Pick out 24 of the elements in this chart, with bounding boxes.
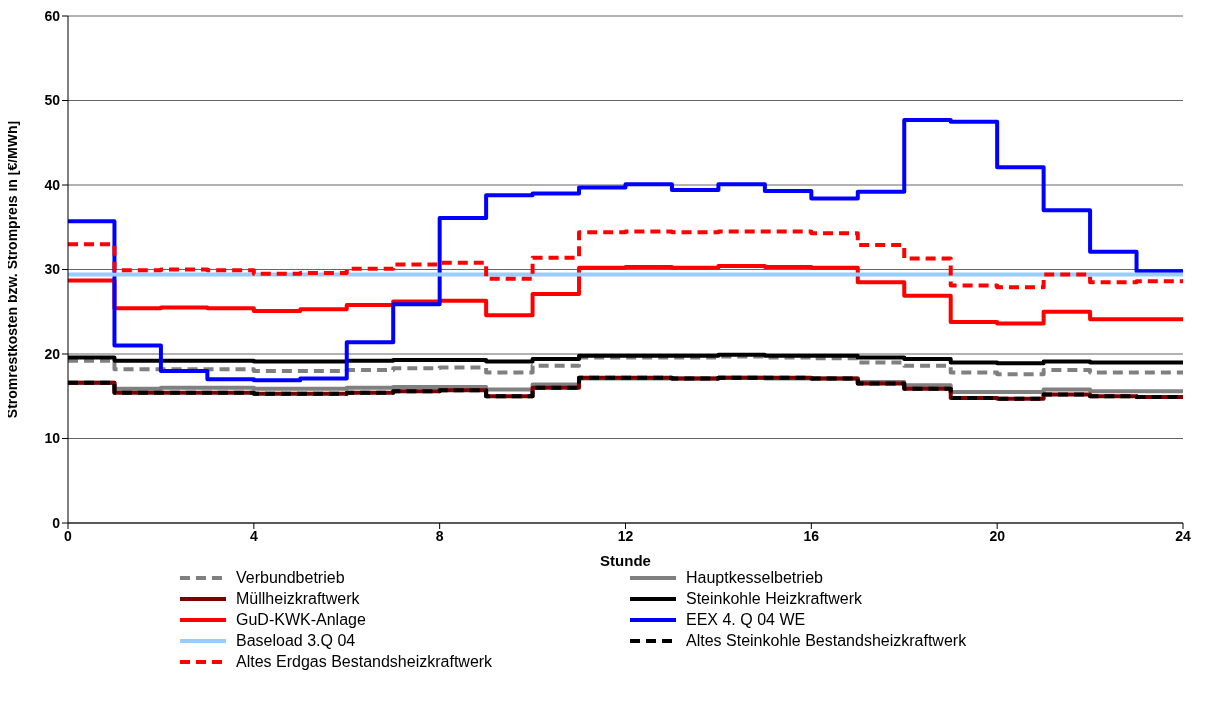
legend-label: Altes Erdgas Bestandsheizkraftwerk [236, 653, 493, 671]
y-tick-label: 10 [44, 430, 61, 447]
y-tick-label: 40 [44, 176, 61, 193]
x-tick-label: 0 [64, 527, 73, 544]
legend-label: EEX 4. Q 04 WE [686, 611, 806, 629]
y-tick-label: 50 [44, 92, 61, 109]
legend-label: Hauptkesselbetrieb [686, 569, 823, 587]
legend-label: Baseload 3.Q 04 [236, 632, 356, 650]
x-tick-label: 12 [617, 527, 634, 544]
legend-label: Steinkohle Heizkraftwerk [686, 590, 863, 608]
y-tick-label: 60 [44, 7, 61, 24]
y-tick-label: 20 [44, 345, 61, 362]
legend-label: GuD-KWK-Anlage [236, 611, 366, 629]
x-axis-title: Stunde [600, 552, 651, 569]
legend-label: Müllheizkraftwerk [236, 590, 360, 608]
y-tick-label: 30 [44, 261, 61, 278]
x-tick-label: 16 [803, 527, 820, 544]
x-tick-label: 8 [435, 527, 444, 544]
x-tick-label: 24 [1175, 527, 1191, 544]
y-tick-label: 0 [52, 514, 61, 531]
x-tick-label: 20 [989, 527, 1006, 544]
x-tick-label: 4 [249, 527, 258, 544]
legend-label: Verbundbetrieb [236, 569, 345, 587]
legend-label: Altes Steinkohle Bestandsheizkraftwerk [686, 632, 967, 650]
